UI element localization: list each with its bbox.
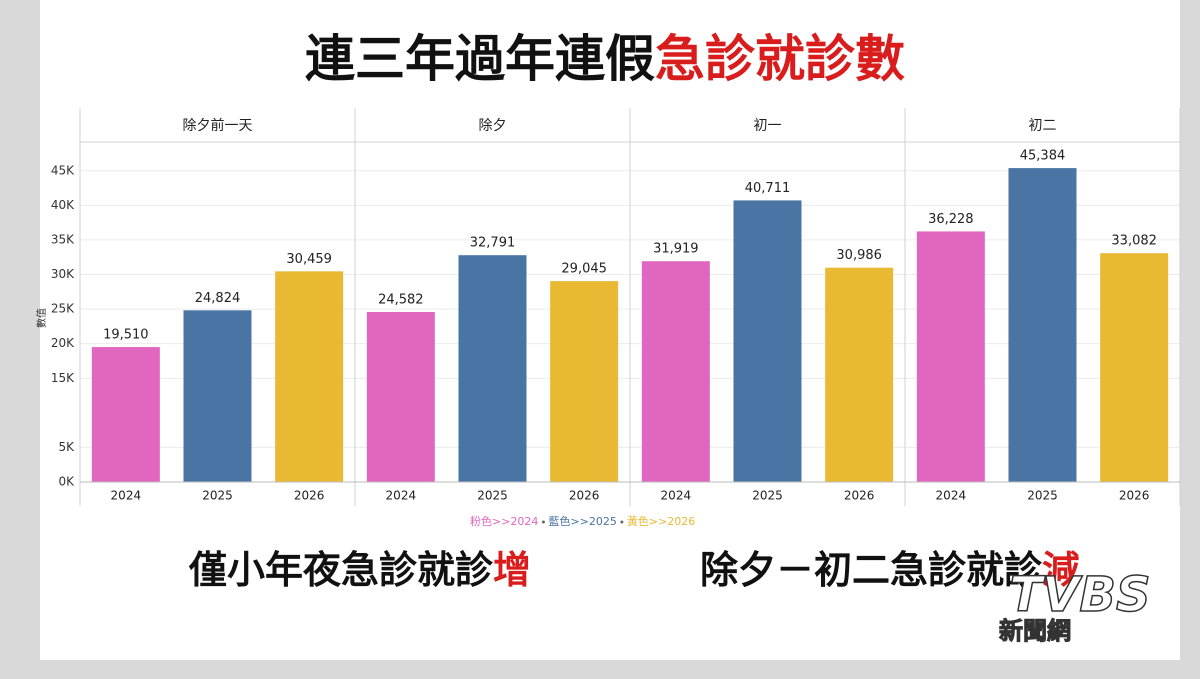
title-black: 連三年過年連假 [305, 30, 655, 88]
y-tick-label: 40K [51, 198, 75, 212]
legend-note: 黃色>>2026 [627, 514, 695, 528]
bar [1100, 253, 1169, 482]
value-label: 32,791 [470, 236, 516, 251]
x-tick-label: 2025 [202, 489, 233, 503]
caption-highlight: 增 [493, 548, 531, 592]
bar [183, 310, 252, 482]
y-tick-label: 15K [51, 371, 75, 385]
value-label: 30,459 [286, 252, 332, 267]
x-tick-label: 2024 [661, 489, 692, 503]
x-tick-label: 2024 [936, 489, 967, 503]
bar [641, 261, 710, 482]
bar [458, 255, 527, 482]
bar [916, 231, 985, 482]
value-label: 19,510 [103, 328, 149, 343]
y-tick-label: 45K [51, 163, 75, 177]
caption-text: 除夕－初二急診就診 [700, 548, 1042, 592]
value-label: 31,919 [653, 242, 699, 257]
bar [366, 311, 435, 482]
bar [91, 347, 160, 482]
value-label: 24,582 [378, 292, 424, 307]
y-tick-label: 0K [58, 475, 75, 489]
bar [733, 200, 802, 482]
caption: 僅小年夜急診就診增 [188, 548, 531, 592]
y-tick-label: 5K [58, 440, 75, 454]
value-label: 33,082 [1111, 234, 1157, 249]
x-tick-label: 2025 [752, 489, 783, 503]
logo-brand: TVBS [1009, 567, 1150, 623]
facet-title: 初一 [754, 117, 782, 134]
facet-title: 初二 [1029, 117, 1057, 134]
legend-separator [541, 520, 545, 524]
bar [825, 267, 894, 482]
bar [1008, 168, 1077, 482]
value-label: 24,824 [195, 291, 241, 306]
x-tick-label: 2025 [1027, 489, 1058, 503]
caption-text: 僅小年夜急診就診 [188, 548, 493, 592]
legend-note: 藍色>>2025 [548, 514, 616, 528]
x-tick-label: 2024 [386, 489, 417, 503]
y-tick-label: 25K [51, 302, 75, 316]
facet-title: 除夕 [479, 118, 507, 134]
bar [275, 271, 344, 482]
title: 連三年過年連假急診就診數 [305, 30, 905, 88]
x-tick-label: 2024 [111, 489, 142, 503]
logo-sub: 新聞網 [999, 617, 1071, 645]
title-red: 急診就診數 [655, 30, 905, 88]
legend-separator [620, 520, 624, 524]
x-tick-label: 2026 [294, 489, 325, 503]
value-label: 29,045 [561, 262, 607, 277]
caption-highlight: 減 [1042, 548, 1080, 592]
y-tick-label: 20K [51, 336, 75, 350]
value-label: 30,986 [836, 248, 882, 263]
value-label: 36,228 [928, 212, 974, 227]
x-tick-label: 2026 [569, 489, 600, 503]
x-tick-label: 2026 [1119, 489, 1150, 503]
bar [550, 281, 619, 482]
y-tick-label: 35K [51, 232, 75, 246]
y-axis-label: 數值 [35, 308, 48, 328]
x-tick-label: 2026 [844, 489, 875, 503]
legend-note: 粉色>>2024 [470, 514, 538, 528]
facet-title: 除夕前一天 [183, 117, 253, 134]
value-label: 45,384 [1020, 149, 1066, 164]
y-tick-label: 30K [51, 267, 75, 281]
caption: 除夕－初二急診就診減 [700, 548, 1080, 592]
value-label: 40,711 [745, 181, 791, 196]
x-tick-label: 2025 [477, 489, 508, 503]
